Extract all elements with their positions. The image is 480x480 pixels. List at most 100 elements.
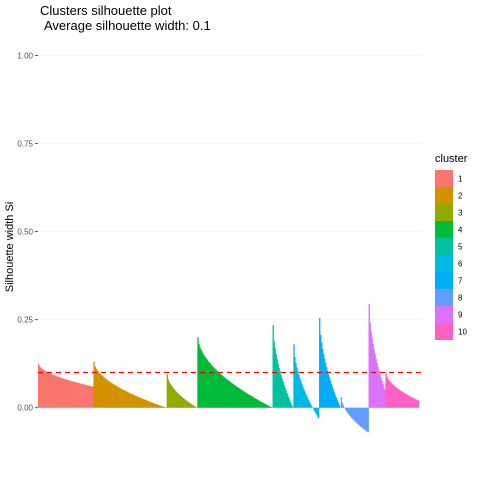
silhouette-bar-cluster-6 — [314, 407, 316, 412]
silhouette-bar-cluster-2 — [163, 407, 166, 408]
silhouette-bar-cluster-10 — [404, 393, 406, 408]
silhouette-bar-cluster-2 — [136, 396, 139, 408]
silhouette-bar-cluster-2 — [120, 388, 122, 408]
silhouette-bar-cluster-5 — [289, 400, 291, 408]
silhouette-bar-cluster-1 — [83, 384, 85, 408]
silhouette-bar-cluster-2 — [149, 401, 152, 408]
legend-label: 10 — [458, 328, 467, 337]
silhouette-bar-cluster-10 — [402, 392, 404, 408]
silhouette-bar-cluster-4 — [228, 381, 231, 408]
silhouette-bar-cluster-6 — [297, 371, 299, 408]
silhouette-bar-cluster-4 — [238, 388, 241, 408]
silhouette-bar-cluster-9 — [375, 358, 377, 408]
silhouette-bar-cluster-2 — [140, 398, 143, 408]
silhouette-bar-cluster-4 — [216, 370, 218, 408]
silhouette-bar-cluster-4 — [226, 379, 228, 408]
silhouette-bar-cluster-9 — [372, 344, 374, 408]
silhouette-bar-cluster-6 — [303, 389, 305, 408]
silhouette-bar-cluster-4 — [199, 346, 201, 408]
silhouette-bar-cluster-4 — [198, 343, 200, 408]
silhouette-bar-cluster-10 — [386, 376, 388, 408]
silhouette-bar-cluster-8 — [358, 407, 360, 426]
silhouette-bar-cluster-4 — [268, 406, 270, 408]
silhouette-bar-cluster-2 — [108, 381, 110, 408]
silhouette-bar-cluster-2 — [93, 361, 95, 408]
legend-label: 2 — [458, 192, 463, 201]
silhouette-bar-cluster-5 — [275, 354, 277, 408]
silhouette-bar-cluster-8 — [357, 407, 359, 425]
silhouette-bar-cluster-4 — [259, 401, 262, 408]
silhouette-bar-cluster-9 — [379, 374, 381, 408]
silhouette-bar-cluster-3 — [195, 407, 197, 408]
silhouette-bar-cluster-10 — [415, 399, 417, 408]
silhouette-bar-cluster-4 — [267, 405, 269, 408]
silhouette-bar-cluster-1 — [67, 380, 70, 408]
silhouette-bar-cluster-2 — [153, 403, 156, 408]
silhouette-bar-cluster-9 — [373, 349, 375, 408]
silhouette-bar-cluster-3 — [168, 381, 170, 408]
silhouette-bar-cluster-9 — [370, 331, 372, 408]
silhouette-bar-cluster-8 — [363, 407, 365, 430]
silhouette-bar-cluster-4 — [255, 399, 258, 408]
legend-key-10 — [435, 323, 453, 340]
silhouette-bar-cluster-4 — [245, 393, 248, 408]
silhouette-bar-cluster-10 — [407, 395, 409, 408]
silhouette-bar-cluster-2 — [102, 376, 104, 408]
silhouette-bar-cluster-7 — [324, 363, 327, 408]
silhouette-bar-cluster-2 — [141, 398, 144, 408]
silhouette-bar-cluster-10 — [393, 385, 395, 408]
silhouette-bar-cluster-4 — [225, 378, 227, 408]
legend-key-6 — [435, 255, 453, 272]
silhouette-bar-cluster-7 — [321, 342, 323, 408]
silhouette-bar-cluster-4 — [240, 389, 243, 408]
silhouette-bar-cluster-4 — [237, 387, 240, 408]
silhouette-bar-cluster-3 — [179, 395, 181, 408]
silhouette-bar-cluster-4 — [235, 386, 238, 408]
silhouette-bar-cluster-3 — [194, 406, 196, 408]
silhouette-bar-cluster-10 — [395, 387, 397, 408]
silhouette-bar-cluster-2 — [116, 386, 118, 408]
silhouette-bar-cluster-1 — [56, 376, 59, 408]
silhouette-bar-cluster-1 — [86, 385, 88, 408]
chart-subtitle: Average silhouette width: 0.1 — [44, 18, 211, 33]
silhouette-bar-cluster-9 — [383, 387, 385, 408]
silhouette-bar-cluster-2 — [160, 405, 163, 408]
silhouette-bar-cluster-4 — [242, 391, 245, 408]
silhouette-bar-cluster-4 — [213, 367, 215, 408]
silhouette-bar-cluster-2 — [148, 401, 151, 408]
silhouette-bar-cluster-6 — [308, 400, 310, 408]
silhouette-bar-cluster-10 — [413, 398, 415, 408]
silhouette-bar-cluster-3 — [166, 374, 168, 408]
silhouette-bar-cluster-1 — [72, 381, 74, 408]
silhouette-bar-cluster-2 — [110, 382, 112, 408]
silhouette-bar-cluster-1 — [60, 377, 63, 408]
legend-key-3 — [435, 204, 453, 221]
silhouette-bar-cluster-4 — [221, 374, 223, 408]
silhouette-bar-cluster-6 — [305, 393, 307, 408]
silhouette-bar-cluster-1 — [53, 375, 56, 408]
silhouette-bar-cluster-4 — [217, 371, 219, 408]
silhouette-bar-cluster-1 — [73, 381, 75, 408]
legend-label: 7 — [458, 277, 463, 286]
legend-label: 3 — [458, 209, 463, 218]
silhouette-bar-cluster-1 — [54, 375, 57, 408]
silhouette-bar-cluster-1 — [62, 378, 65, 408]
silhouette-bar-cluster-10 — [394, 386, 396, 408]
silhouette-bar-cluster-2 — [139, 397, 142, 408]
silhouette-bar-cluster-2 — [145, 400, 148, 408]
silhouette-bar-cluster-1 — [64, 379, 67, 408]
silhouette-bar-cluster-1 — [49, 373, 52, 408]
silhouette-bar-cluster-2 — [113, 384, 115, 408]
silhouette-bar-cluster-3 — [172, 388, 174, 408]
silhouette-bar-cluster-2 — [115, 385, 117, 408]
silhouette-bar-cluster-10 — [416, 399, 418, 408]
silhouette-bar-cluster-7 — [334, 395, 337, 408]
silhouette-bar-cluster-8 — [348, 407, 351, 416]
silhouette-bar-cluster-9 — [376, 362, 378, 408]
silhouette-bar-cluster-10 — [391, 383, 393, 408]
silhouette-bar-cluster-2 — [123, 390, 125, 408]
silhouette-bar-cluster-2 — [125, 391, 127, 408]
silhouette-bar-cluster-1 — [48, 373, 51, 408]
silhouette-bar-cluster-3 — [190, 403, 192, 408]
